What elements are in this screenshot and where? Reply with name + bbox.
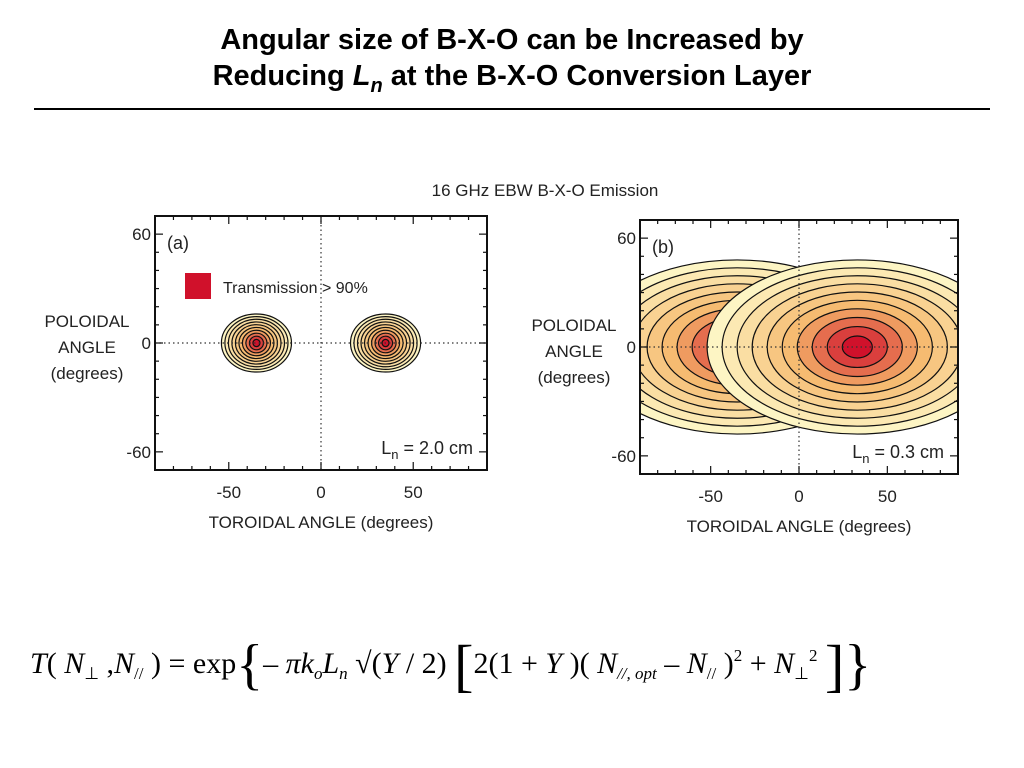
y-axis-label-line: ANGLE bbox=[58, 338, 116, 357]
panel-label: (b) bbox=[652, 237, 674, 257]
y-axis-label-line: (degrees) bbox=[538, 368, 611, 387]
slide-title-line1: Angular size of B-X-O can be Increased b… bbox=[220, 24, 804, 56]
legend: Transmission > 90% bbox=[185, 273, 368, 299]
x-tick-label: 50 bbox=[404, 483, 423, 502]
y-tick-label: 0 bbox=[627, 338, 636, 357]
y-axis-label-line: ANGLE bbox=[545, 342, 603, 361]
y-tick-label: -60 bbox=[611, 447, 636, 466]
legend-label: Transmission > 90% bbox=[223, 280, 368, 297]
contour-peak-left bbox=[220, 313, 293, 373]
y-tick-label: 0 bbox=[142, 334, 151, 353]
y-tick-label: -60 bbox=[126, 443, 151, 462]
slide-title-line2: Reducing Ln at the B-X-O Conversion Laye… bbox=[212, 60, 812, 97]
figure-title: 16 GHz EBW B-X-O Emission bbox=[432, 181, 659, 200]
y-axis-label: POLOIDAL ANGLE (degrees) bbox=[44, 312, 129, 383]
x-tick-label: -50 bbox=[216, 483, 241, 502]
y-axis-label-line: (degrees) bbox=[51, 364, 124, 383]
panel-b: -50 0 50 60 0 -60 TOROIDAL ANGLE (degrees) POLO… bbox=[531, 219, 959, 536]
x-tick-label: 50 bbox=[878, 487, 897, 506]
ln-annotation: Ln = 0.3 cm bbox=[852, 442, 944, 466]
x-axis-label: TOROIDAL ANGLE (degrees) bbox=[209, 513, 434, 532]
panel-a: -50 0 50 60 0 -60 TOROIDAL ANGLE (degrees) POLO… bbox=[44, 215, 488, 532]
y-tick-label: 60 bbox=[617, 229, 636, 248]
x-tick-label: -50 bbox=[698, 487, 723, 506]
slide-title: Angular size of B-X-O can be Increased b… bbox=[0, 22, 1024, 104]
x-tick-label: 0 bbox=[316, 483, 325, 502]
title-divider bbox=[34, 108, 990, 110]
y-axis-label-line: POLOIDAL bbox=[44, 312, 129, 331]
panel-label: (a) bbox=[167, 233, 189, 253]
ln-annotation: Ln = 2.0 cm bbox=[381, 438, 473, 462]
x-axis-label: TOROIDAL ANGLE (degrees) bbox=[687, 517, 912, 536]
y-tick-label: 60 bbox=[132, 225, 151, 244]
equation-body: T( N⊥ ,N// ) = exp{– πkoLn √(Y / 2) [2(1… bbox=[30, 633, 872, 698]
y-axis-label-line: POLOIDAL bbox=[531, 316, 616, 335]
transmission-equation: T( N⊥ ,N// ) = exp{– πkoLn √(Y / 2) [2(1… bbox=[30, 614, 1010, 698]
figure-contour-plots: 16 GHz EBW B-X-O Emission -50 0 50 60 0 -60 TO… bbox=[44, 181, 959, 536]
legend-swatch bbox=[185, 273, 211, 299]
x-tick-label: 0 bbox=[794, 487, 803, 506]
y-axis-label: POLOIDAL ANGLE (degrees) bbox=[531, 316, 616, 387]
